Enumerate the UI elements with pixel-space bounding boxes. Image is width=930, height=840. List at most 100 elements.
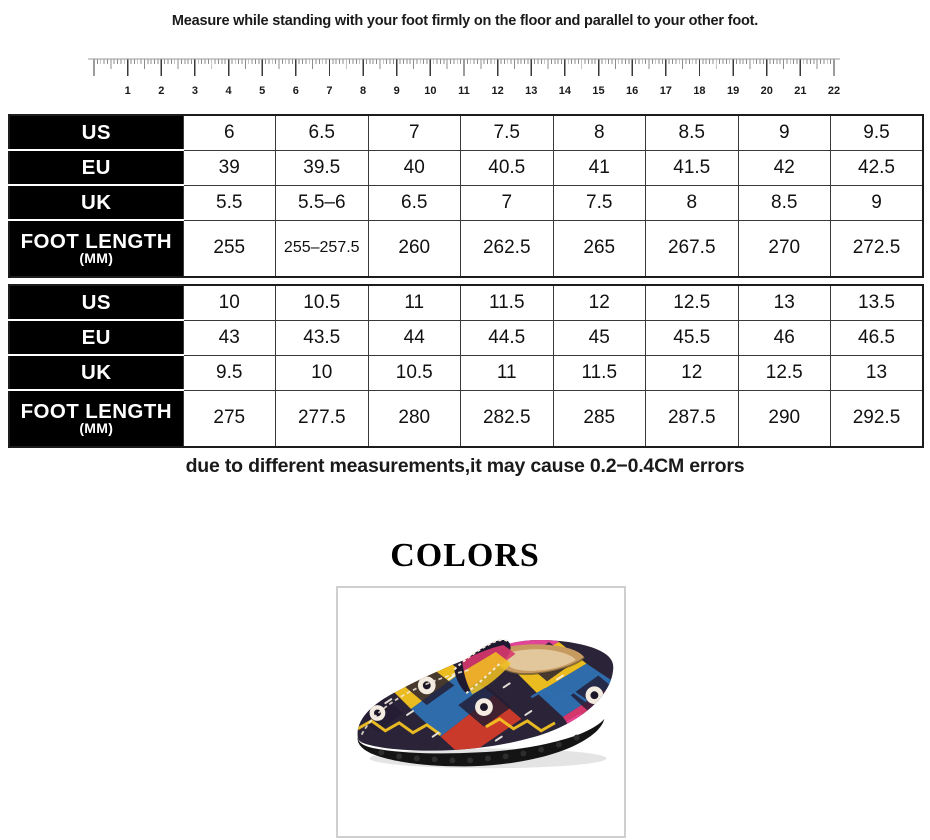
table-row: US 6 6.5 7 7.5 8 8.5 9 9.5 xyxy=(9,114,924,151)
table-cell: 45 xyxy=(552,319,646,356)
row-label-us: US xyxy=(9,285,184,321)
ruler-number-label: 12 xyxy=(492,85,504,97)
ruler-number-label: 20 xyxy=(761,85,773,97)
table-cell: 6.5 xyxy=(367,184,461,221)
table-cell: 270 xyxy=(737,219,831,278)
table-cell: 7 xyxy=(460,184,554,221)
measurement-error-note: due to different measurements,it may cau… xyxy=(185,455,745,477)
size-table-small-body: US 6 6.5 7 7.5 8 8.5 9 9.5 EU 39 39.5 40 40.5 41 41.5 42… xyxy=(9,114,924,278)
table-cell: 13 xyxy=(737,284,831,321)
table-cell: 277.5 xyxy=(275,389,369,448)
table-cell: 260 xyxy=(367,219,461,278)
table-cell: 12 xyxy=(552,284,646,321)
row-label-text: UK xyxy=(81,360,112,384)
table-cell: 44 xyxy=(367,319,461,356)
ruler-number-label: 19 xyxy=(727,85,739,97)
table-cell: 285 xyxy=(552,389,646,448)
shoe-collar-rim xyxy=(499,656,586,676)
product-image-frame[interactable] xyxy=(336,586,626,838)
table-cell: 40 xyxy=(367,149,461,186)
ruler-number-label: 15 xyxy=(592,85,604,97)
table-cell: 290 xyxy=(737,389,831,448)
table-cell: 5.5 xyxy=(182,184,276,221)
ruler-number-label: 17 xyxy=(660,85,672,97)
table-cell: 39 xyxy=(182,149,276,186)
table-cell: 11 xyxy=(367,284,461,321)
ruler-graphic: 1 2 3 4 5 6 7 8 9 10 11 12 13 14 15 16 17 18 19 20 21 22 xyxy=(88,57,840,102)
table-row: EU 43 43.5 44 44.5 45 45.5 46 46.5 xyxy=(9,319,924,356)
ruler-number-label: 6 xyxy=(293,85,299,97)
ruler-number-label: 10 xyxy=(424,85,436,97)
row-label-text: UK xyxy=(81,190,112,214)
table-cell: 6.5 xyxy=(275,114,369,151)
table-row: UK 9.5 10 10.5 11 11.5 12 12.5 13 xyxy=(9,354,924,391)
table-cell: 8.5 xyxy=(737,184,831,221)
table-cell: 9 xyxy=(830,184,924,221)
table-cell: 11.5 xyxy=(552,354,646,391)
row-label-text: FOOT LENGTH xyxy=(20,229,172,253)
table-cell: 10.5 xyxy=(367,354,461,391)
ruler-number-label: 22 xyxy=(828,85,840,97)
table-cell: 255–257.5 xyxy=(275,219,369,278)
ruler-number-label: 7 xyxy=(326,85,332,97)
colors-section-heading: COLORS xyxy=(390,537,540,574)
table-cell: 8 xyxy=(645,184,739,221)
table-cell: 7 xyxy=(367,114,461,151)
table-cell: 6 xyxy=(182,114,276,151)
row-label-unit: (MM) xyxy=(79,420,114,437)
table-row: US 10 10.5 11 11.5 12 12.5 13 13.5 xyxy=(9,284,924,321)
ruler-number-label: 5 xyxy=(259,85,265,97)
row-label-text: FOOT LENGTH xyxy=(20,399,172,423)
table-cell: 10.5 xyxy=(275,284,369,321)
ruler-number-label: 9 xyxy=(394,85,400,97)
row-label-foot-length: FOOT LENGTH (MM) xyxy=(9,219,184,277)
table-cell: 12 xyxy=(645,354,739,391)
table-row: EU 39 39.5 40 40.5 41 41.5 42 42.5 xyxy=(9,149,924,186)
table-row: UK 5.5 5.5–6 6.5 7 7.5 8 8.5 9 xyxy=(9,184,924,221)
row-label-eu: EU xyxy=(9,149,184,186)
table-cell: 44.5 xyxy=(460,319,554,356)
table-cell: 42.5 xyxy=(830,149,924,186)
table-cell: 10 xyxy=(182,284,276,321)
table-cell: 9.5 xyxy=(182,354,276,391)
shoe-moc-stitching xyxy=(360,668,471,736)
ruler-number-label: 3 xyxy=(192,85,198,97)
table-cell: 39.5 xyxy=(275,149,369,186)
table-cell: 13.5 xyxy=(830,284,924,321)
table-cell: 40.5 xyxy=(460,149,554,186)
table-cell: 265 xyxy=(552,219,646,278)
table-cell: 46 xyxy=(737,319,831,356)
table-cell: 42 xyxy=(737,149,831,186)
table-cell: 275 xyxy=(182,389,276,448)
table-row: FOOT LENGTH (MM) 275 277.5 280 282.5 285 287.5 2… xyxy=(9,389,924,448)
ruler-number-label: 21 xyxy=(794,85,806,97)
table-cell: 11.5 xyxy=(460,284,554,321)
table-cell: 11 xyxy=(460,354,554,391)
table-cell: 41 xyxy=(552,149,646,186)
table-cell: 41.5 xyxy=(645,149,739,186)
shoe-sole-nubs xyxy=(378,734,580,764)
table-cell: 12.5 xyxy=(737,354,831,391)
shoe-sole xyxy=(357,718,605,767)
table-cell: 9 xyxy=(737,114,831,151)
row-label-text: EU xyxy=(81,325,111,349)
table-cell: 12.5 xyxy=(645,284,739,321)
table-cell: 45.5 xyxy=(645,319,739,356)
ruler-number-label: 13 xyxy=(525,85,537,97)
ruler-number-label: 16 xyxy=(626,85,638,97)
table-cell: 267.5 xyxy=(645,219,739,278)
row-label-text: US xyxy=(81,120,111,144)
ruler-svg: 1 2 3 4 5 6 7 8 9 10 11 12 13 14 15 16 17 18 19 20 21 22 xyxy=(88,58,840,97)
measure-instruction-text: Measure while standing with your foot fi… xyxy=(171,13,759,29)
table-cell: 13 xyxy=(830,354,924,391)
ruler-number-label: 1 xyxy=(125,85,131,97)
table-row: FOOT LENGTH (MM) 255 255–257.5 260 262.5 265 26… xyxy=(9,219,924,278)
ruler-number-label: 14 xyxy=(559,85,572,97)
ruler-number-label: 2 xyxy=(158,85,164,97)
table-cell: 8.5 xyxy=(645,114,739,151)
table-cell: 46.5 xyxy=(830,319,924,356)
row-label-unit: (MM) xyxy=(79,250,114,267)
table-cell: 10 xyxy=(275,354,369,391)
shoe-penny-strap xyxy=(453,638,522,695)
shoe-upper-pattern xyxy=(357,640,614,751)
